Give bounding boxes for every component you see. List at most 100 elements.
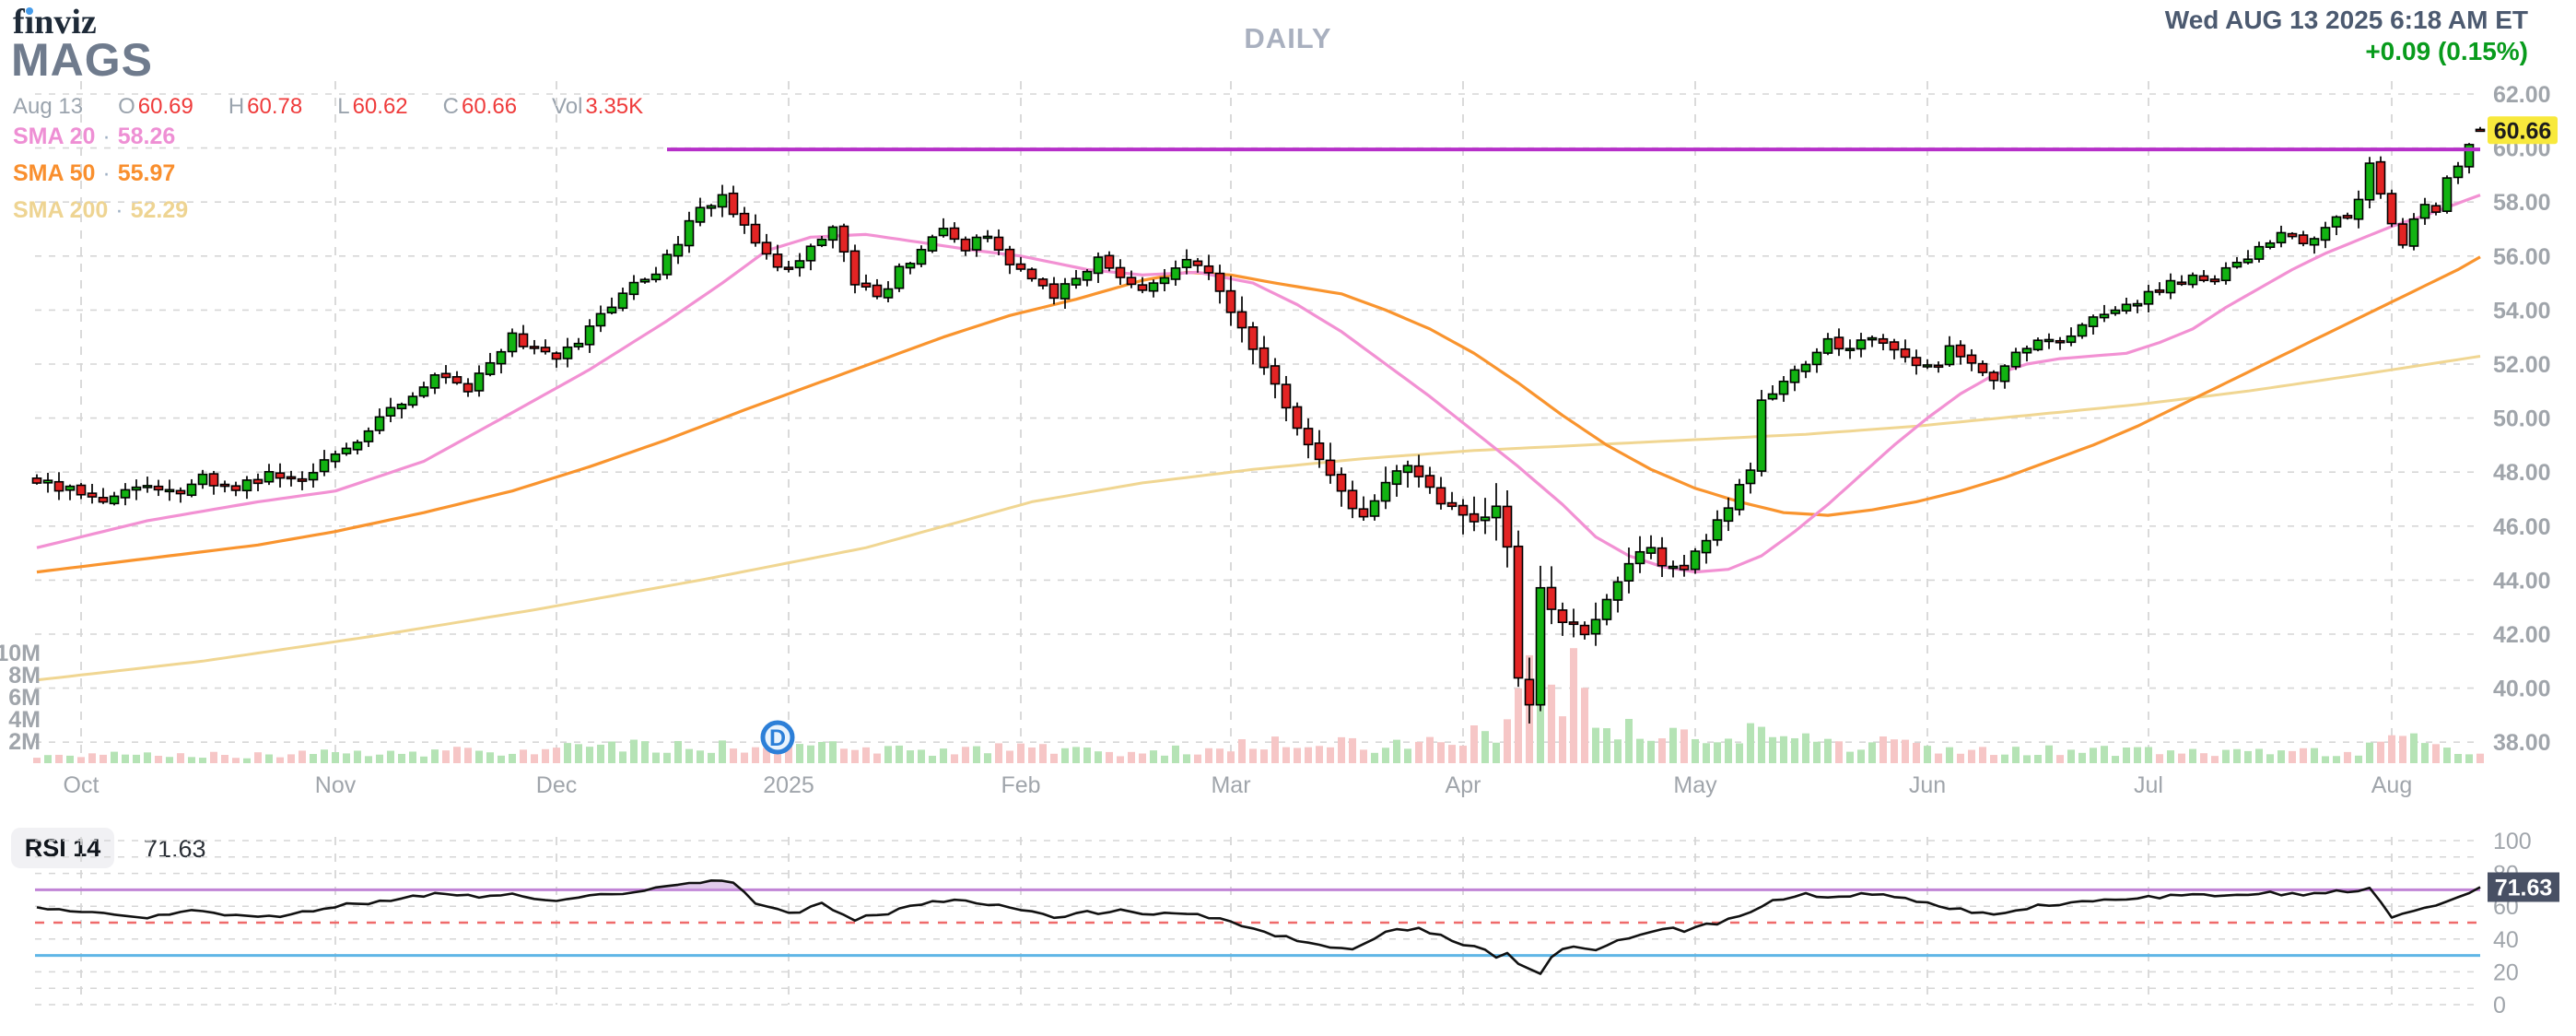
volume-bar — [995, 743, 1002, 763]
finviz-logo[interactable]: fı nviz — [13, 2, 97, 42]
volume-bar — [1913, 743, 1920, 763]
volume-bar — [2266, 754, 2274, 763]
volume-bar — [829, 741, 837, 763]
candle-body — [1856, 339, 1867, 350]
candle-body — [1159, 277, 1170, 285]
candle-body — [2187, 274, 2198, 286]
volume-bar — [2067, 749, 2075, 763]
volume-bar — [2156, 754, 2163, 763]
dividend-marker[interactable]: D — [760, 720, 795, 755]
logo-text-right: nviz — [34, 3, 97, 41]
candle-body — [1380, 481, 1391, 502]
candle-body — [2165, 279, 2176, 294]
volume-bar — [1504, 719, 1511, 763]
candle-body — [894, 265, 905, 289]
volume-bar — [1935, 753, 1942, 763]
volume-bar — [1559, 716, 1566, 763]
candle-body — [1546, 586, 1557, 610]
candle-body — [2143, 290, 2154, 305]
rsi-indicator-chip[interactable]: RSI 14 — [11, 828, 114, 868]
volume-bar — [2421, 743, 2429, 763]
candle-body — [2010, 351, 2021, 368]
volume-bar — [1470, 725, 1478, 763]
price-axis-labels: 62.0060.0058.0056.0054.0052.0050.0048.00… — [2493, 82, 2551, 756]
candle-body — [396, 403, 407, 410]
volume-bar — [155, 755, 162, 763]
candle-body — [1060, 283, 1071, 300]
volume-bar — [862, 747, 870, 763]
candle-body — [2287, 232, 2298, 238]
svg-text:40: 40 — [2493, 927, 2519, 953]
logo-blue-dot-icon — [25, 7, 33, 15]
svg-text:Aug: Aug — [2371, 772, 2412, 798]
candle-body — [1601, 598, 1612, 620]
candle-body — [1026, 268, 1037, 280]
volume-bar — [1139, 753, 1146, 763]
candle-body — [1524, 678, 1535, 706]
candle-body — [1214, 272, 1225, 292]
volume-bar — [111, 751, 118, 763]
candle-body — [485, 361, 496, 375]
candle-body — [2453, 165, 2464, 179]
candle-body — [2231, 261, 2242, 268]
candle-body — [142, 485, 153, 489]
candle-body — [2088, 316, 2099, 327]
candle-body — [1999, 365, 2010, 383]
candle-body — [451, 376, 463, 384]
volume-bar — [409, 751, 416, 763]
volume-bar — [1957, 753, 1964, 763]
candle-body — [728, 192, 739, 216]
volume-bar — [33, 758, 41, 763]
volume-bar — [1692, 738, 1699, 763]
candle-body — [750, 223, 761, 244]
candle-body — [1435, 487, 1446, 505]
candle-body — [1458, 504, 1469, 516]
volume-bar — [553, 748, 560, 763]
volume-bar — [2101, 746, 2108, 763]
candle-body — [1071, 277, 1082, 286]
volume-bar — [1515, 688, 1522, 763]
candle-body — [230, 485, 241, 491]
candle-body — [197, 473, 208, 486]
candle-body — [2331, 216, 2342, 228]
volume-bar — [1437, 742, 1445, 763]
volume-bar — [1846, 751, 1854, 763]
volume-bar — [752, 747, 759, 763]
volume-bar — [1537, 685, 1544, 763]
volume-bar — [2322, 756, 2329, 763]
volume-bar — [254, 752, 262, 763]
candle-body — [2276, 231, 2287, 244]
candle-body — [861, 282, 872, 288]
volume-bar — [498, 755, 505, 763]
volume-bar — [685, 748, 693, 763]
candle-body — [1336, 473, 1347, 492]
volume-bar — [2432, 744, 2440, 763]
candle-body — [872, 284, 883, 298]
candle-body — [1126, 277, 1137, 286]
candle-body — [551, 352, 562, 360]
volume-bar — [1128, 751, 1135, 763]
candle-body — [2021, 347, 2032, 354]
volume-bar — [2211, 756, 2219, 763]
svg-text:54.00: 54.00 — [2493, 298, 2551, 324]
volume-bar — [818, 741, 825, 763]
volume-bar — [1902, 739, 1909, 763]
rsi-level-lines — [35, 888, 2480, 958]
candle-body — [1170, 267, 1181, 280]
volume-bar — [1282, 747, 1290, 763]
volume-bar — [66, 755, 74, 763]
candle-body — [275, 472, 286, 479]
volume-bar — [1061, 748, 1069, 763]
month-gridlines — [80, 81, 2393, 1005]
candle-body — [1004, 248, 1015, 265]
svg-text:42.00: 42.00 — [2493, 622, 2551, 648]
candle-body — [1778, 380, 1789, 395]
candle-body — [1590, 618, 1601, 635]
candle-body — [1048, 283, 1060, 300]
candle-body — [949, 227, 960, 241]
volume-bar — [1194, 754, 1201, 763]
candle-body — [916, 248, 927, 265]
candle-body — [2154, 288, 2165, 293]
volume-bar — [2277, 750, 2285, 763]
candle-body — [2121, 303, 2132, 312]
